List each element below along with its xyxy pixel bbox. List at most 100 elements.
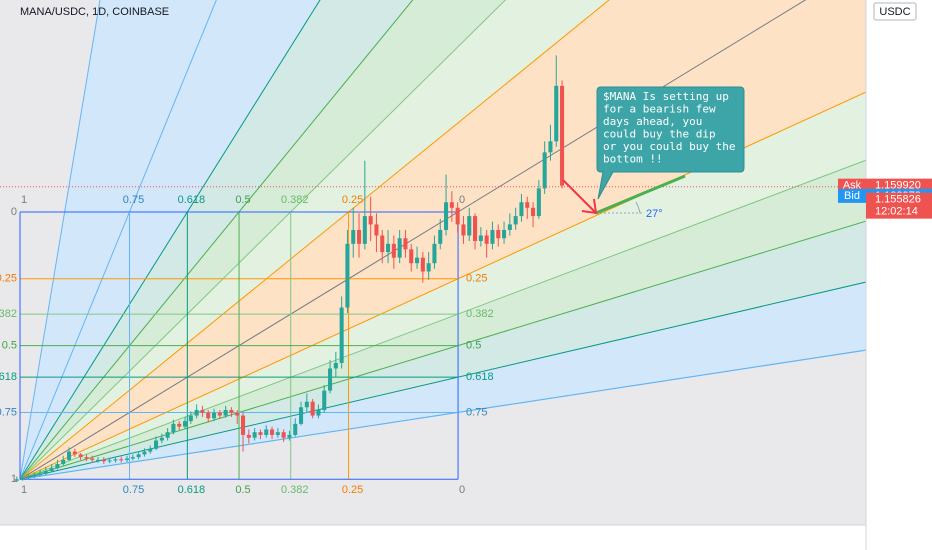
candle-body (246, 434, 251, 438)
candle-body (229, 410, 234, 413)
candle-body (333, 362, 338, 369)
candle-body (473, 216, 478, 242)
fan-level-label: 0 (459, 484, 465, 496)
candle-body (536, 188, 541, 217)
fan-level-label: 0.75 (466, 406, 487, 418)
candle-body (20, 477, 25, 480)
callout-text: $MANA Is setting up (603, 90, 729, 103)
candle-body (223, 410, 228, 416)
callout-text: days ahead, you (603, 115, 702, 128)
candle-body (496, 229, 501, 239)
candle-body (252, 432, 257, 438)
candle-body (548, 141, 553, 153)
candle-body (241, 415, 246, 435)
candle-body (345, 243, 350, 308)
candle-body (357, 229, 362, 244)
candle-body (444, 202, 449, 230)
candle-body (84, 457, 89, 459)
candle-body (351, 229, 356, 244)
fan-level-label: 0.75 (123, 484, 144, 496)
candle-body (420, 257, 425, 272)
candle-body (183, 421, 188, 427)
candle-body (37, 473, 43, 476)
candle-body (119, 459, 124, 461)
callout-text: could buy the dip (603, 128, 716, 141)
candle-body (310, 401, 315, 416)
callout-text: bottom !! (603, 153, 663, 166)
candle-body (55, 464, 60, 469)
angle-arc (635, 201, 641, 214)
candle-body (95, 459, 101, 461)
candle-body (26, 476, 31, 478)
candle-body (275, 432, 280, 435)
fan-level-label: 0.75 (123, 194, 144, 206)
fan-level-label: 0.25 (342, 194, 363, 206)
candle-body (177, 423, 182, 427)
fan-level-label: 0.618 (466, 371, 494, 383)
candle-body (374, 224, 379, 236)
chart-title: MANA/USDC, 1D, COINBASE (20, 6, 169, 18)
candle-body (432, 243, 437, 264)
candle-body (531, 207, 536, 217)
price-tag-name-box (838, 188, 866, 203)
candle-body (107, 460, 112, 462)
candle-body (391, 243, 396, 258)
candle-body (449, 202, 454, 208)
fan-labels: 0 0 0 0.25 0.25 0.25 0.25 0.382 0.382 0.382 0.382 0… (0, 194, 494, 496)
candle-body (397, 238, 402, 258)
candle-body (467, 216, 472, 236)
fan-level-label: 0.25 (466, 273, 487, 285)
fan-level-label: 1 (11, 473, 17, 485)
candle-body (560, 85, 565, 186)
candle-body (270, 429, 275, 435)
candle-body (287, 434, 292, 438)
candle-body (90, 458, 95, 460)
candle-body (43, 470, 48, 474)
fan-level-label: 0.5 (235, 484, 250, 496)
candle-body (188, 415, 193, 422)
candle-body (136, 454, 141, 458)
candle-body (148, 448, 153, 452)
candle-body (386, 243, 391, 253)
candle-body (484, 235, 489, 244)
candle-body (426, 263, 431, 272)
fan-level-label: 0.618 (178, 484, 206, 496)
callout-text: for a bearish few (603, 103, 716, 116)
callout-box (596, 86, 745, 200)
candle-body (281, 432, 286, 438)
fan-level-label: 0.25 (342, 484, 363, 496)
fan-level-label: 1 (21, 484, 27, 496)
fan-level-label: 0.5 (2, 340, 17, 352)
countdown-label: 12:02:14 (875, 206, 918, 218)
angle-label: 27° (646, 208, 663, 220)
candles (0, 55, 866, 483)
candle-body (142, 451, 147, 455)
fan-lines (19, 0, 866, 480)
candle-body (461, 224, 466, 236)
candle-body (101, 459, 106, 462)
candle-body (490, 229, 495, 244)
time-axis (0, 525, 866, 550)
candle-body (339, 307, 344, 363)
fan-level-label: 1 (21, 194, 27, 206)
fan-level-label: 0.382 (0, 308, 17, 320)
candle-body (32, 475, 37, 477)
candle-body (304, 401, 309, 408)
candle-body (380, 235, 385, 253)
fan-level-label: 0 (459, 194, 465, 206)
fan-level-label: 0.5 (466, 340, 481, 352)
candle-body (455, 207, 460, 225)
candle-body (415, 257, 420, 264)
arrow-shaft (562, 179, 597, 214)
candle-body (159, 437, 164, 441)
candle-body (194, 410, 199, 416)
candle-body (217, 412, 222, 416)
candle-body (293, 423, 298, 435)
candle-body (542, 152, 547, 189)
candle-body (200, 410, 205, 413)
price-tag-name: Ask (843, 180, 862, 192)
candle-body (403, 238, 408, 250)
